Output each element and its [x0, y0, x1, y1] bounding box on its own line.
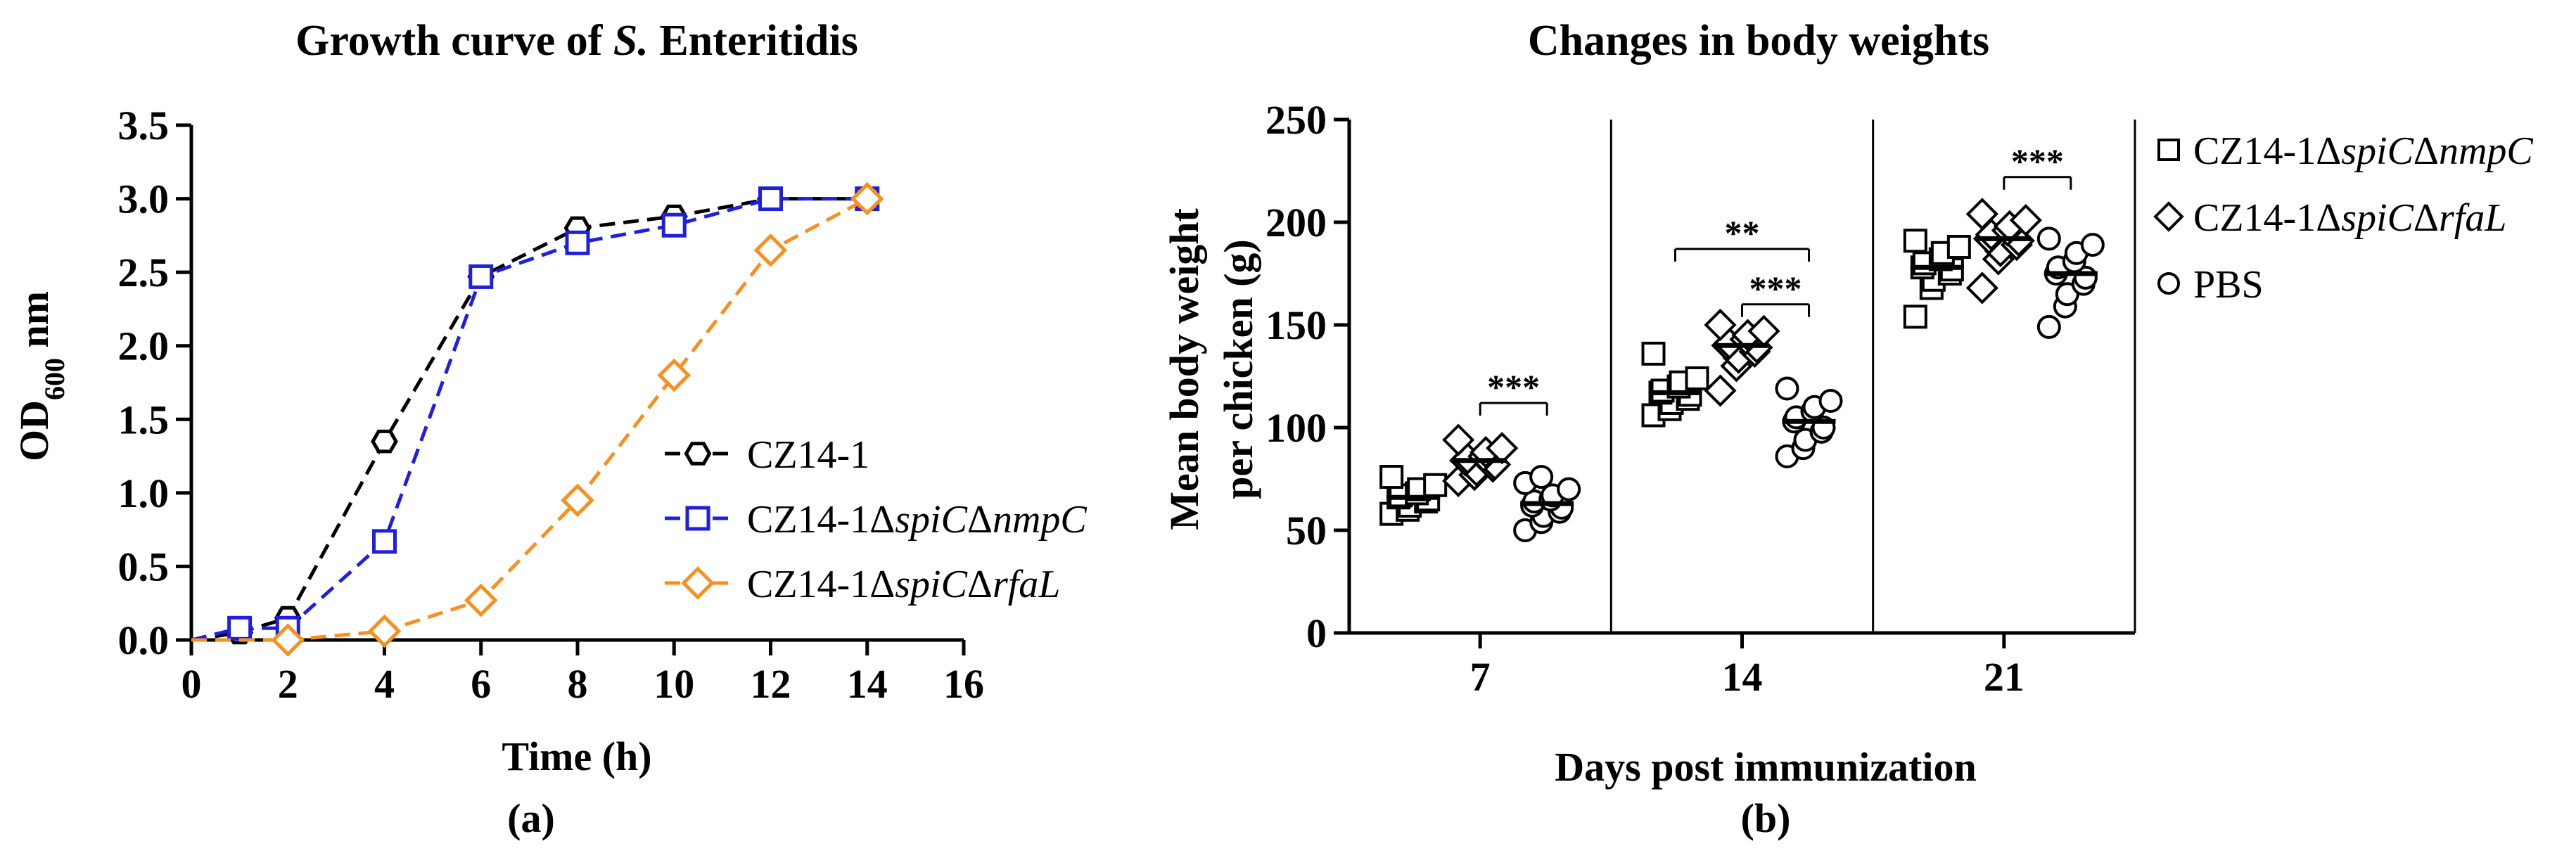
growth-curve-legend-marker-3: [681, 566, 715, 600]
body-weight-point-day14-group3: [1818, 389, 1843, 414]
growth-curve-point-series-3: [753, 233, 788, 267]
growth-curve-point-series-3: [464, 583, 498, 617]
body-weight-point-day7-group1: [1423, 473, 1448, 497]
body-weight-legend-label-1: CZ14-1ΔspiCΔnmpC: [2193, 129, 2533, 173]
growth-curve-y-tick-label: 3.0: [118, 177, 170, 222]
growth-curve-x-tick-label: 14: [847, 661, 888, 707]
body-weight-legend-marker-3: [2157, 272, 2180, 295]
growth-curve-point-series-2: [372, 529, 397, 554]
body-weight-point-day7-group3: [1529, 465, 1554, 489]
body-weight-significance: ***********: [1479, 141, 2072, 416]
body-weight-point-day21-group1: [1903, 229, 1927, 253]
body-weight-panel: Changes in body weights 0 50 100 150 200 250 7…: [1161, 17, 2533, 841]
body-weight-x-tick-label: 7: [1470, 654, 1491, 700]
body-weight-legend: CZ14-1ΔspiCΔnmpC CZ14-1ΔspiCΔrfaL PBS: [2153, 129, 2533, 307]
growth-curve-x-axis-label: Time (h): [502, 734, 651, 779]
growth-curve-legend-marker-2: [685, 506, 710, 531]
body-weight-point-day7-group3: [1557, 477, 1581, 501]
body-weight-legend-marker-2: [2153, 201, 2184, 232]
growth-curve-x-tick-label: 12: [751, 661, 791, 707]
body-weight-legend-label-3: PBS: [2193, 263, 2264, 307]
body-weight-points: [1379, 198, 2105, 542]
body-weight-point-day14-group1: [1641, 341, 1666, 366]
growth-curve-x-tick-label: 4: [374, 661, 395, 707]
growth-curve-legend: CZ14-1 CZ14-1ΔspiCΔnmpC CZ14-1ΔspiCΔrfaL: [665, 433, 1087, 606]
significance-label: ***: [2011, 141, 2064, 181]
growth-curve-series: [191, 181, 884, 657]
significance-label: ***: [1749, 269, 1802, 308]
body-weight-point-day21-group3: [2080, 233, 2105, 257]
body-weight-legend-label-2: CZ14-1ΔspiCΔrfaL: [2193, 196, 2506, 240]
body-weight-x-tick-label: 21: [1984, 654, 2025, 700]
growth-curve-y-tick-label: 2.0: [118, 324, 170, 369]
growth-curve-panel: Growth curve of S. Enteritidis 0.0 0.5 1.0…: [11, 17, 1087, 841]
growth-curve-x-tick-label: 6: [471, 661, 491, 707]
body-weight-point-day7-group2: [1442, 423, 1475, 456]
growth-curve-y-tick-label: 0.5: [118, 544, 170, 589]
growth-curve-point-series-2: [758, 186, 783, 212]
growth-curve-point-series-3: [271, 623, 305, 657]
growth-curve-legend-label-3: CZ14-1ΔspiCΔrfaL: [747, 563, 1060, 606]
body-weight-x-axis-label: Days post immunization: [1555, 744, 1976, 790]
growth-curve-point-series-1: [371, 429, 398, 454]
body-weight-point-day21-group3: [2036, 226, 2061, 251]
growth-curve-y-tick-label: 3.5: [118, 103, 170, 148]
body-weight-point-day21-group2: [2009, 204, 2042, 237]
body-weight-point-day7-group1: [1379, 465, 1404, 489]
growth-curve-x-tick-label: 10: [653, 661, 694, 707]
body-weight-point-day21-group1: [1903, 305, 1927, 329]
body-weight-y-tick-label: 100: [1265, 405, 1327, 451]
growth-curve-title: Growth curve of S. Enteritidis: [295, 17, 858, 65]
growth-curve-y-tick-label: 1.5: [118, 397, 170, 442]
growth-curve-point-series-2: [661, 212, 687, 238]
body-weight-y-axis-label-line1: Mean body weight: [1161, 208, 1207, 530]
body-weight-y-tick-label: 250: [1265, 97, 1327, 143]
body-weight-point-day14-group1: [1685, 366, 1709, 390]
body-weight-point-day21-group2: [1965, 198, 1998, 231]
significance-label: ***: [1487, 367, 1540, 406]
growth-curve-legend-marker-1: [684, 442, 712, 466]
growth-curve-y-tick-label: 2.5: [118, 250, 170, 295]
body-weight-y-tick-label: 50: [1286, 508, 1327, 553]
growth-curve-point-series-2: [227, 615, 253, 641]
growth-curve-legend-label-2: CZ14-1ΔspiCΔnmpC: [747, 498, 1087, 542]
growth-curve-point-series-3: [657, 358, 691, 392]
body-weight-y-tick-label: 200: [1265, 200, 1327, 245]
body-weight-y-tick-label: 150: [1265, 302, 1327, 348]
body-weight-y-axis-label-line2: per chicken (g): [1216, 239, 1261, 499]
growth-curve-y-tick-label: 0.0: [118, 617, 170, 663]
body-weight-point-day14-group3: [1775, 376, 1799, 401]
growth-curve-point-series-2: [468, 264, 494, 289]
body-weight-point-day21-group3: [2036, 314, 2061, 339]
growth-curve-legend-label-1: CZ14-1: [747, 433, 869, 477]
panel-a-label: (a): [507, 795, 555, 841]
growth-curve-line-series-3: [191, 197, 868, 642]
body-weight-title: Changes in body weights: [1528, 17, 1989, 65]
body-weight-point-day21-group1: [1946, 235, 1971, 260]
body-weight-legend-marker-1: [2157, 139, 2180, 161]
growth-curve-point-series-2: [565, 230, 590, 255]
body-weight-point-day14-group2: [1704, 374, 1737, 407]
growth-curve-point-series-3: [561, 483, 594, 518]
body-weight-y-tick-label: 0: [1306, 610, 1327, 656]
growth-curve-point-series-3: [850, 181, 884, 216]
growth-curve-x-tick-label: 16: [943, 661, 984, 707]
growth-curve-y-tick-label: 1.0: [118, 470, 170, 516]
body-weight-point-day14-group2: [1704, 308, 1737, 342]
growth-curve-point-series-3: [367, 614, 402, 648]
body-weight-point-day21-group2: [1965, 271, 1998, 305]
growth-curve-y-axis-label: OD600 nm: [11, 291, 70, 461]
growth-curve-x-tick-label: 2: [278, 661, 298, 707]
body-weight-x-tick-label: 14: [1722, 654, 1763, 700]
growth-curve-x-tick-label: 8: [568, 661, 588, 707]
significance-label: **: [1725, 213, 1760, 252]
body-weight-axes: 0 50 100 150 200 250 7 14 21: [1265, 97, 2136, 700]
growth-curve-axes: 0.0 0.5 1.0 1.5 2.0 2.5 3.0 3.5 0 2 4 6 8 10 12 14 16: [118, 103, 985, 707]
growth-curve-x-tick-label: 0: [181, 661, 202, 707]
panel-b-label: (b): [1741, 795, 1791, 841]
